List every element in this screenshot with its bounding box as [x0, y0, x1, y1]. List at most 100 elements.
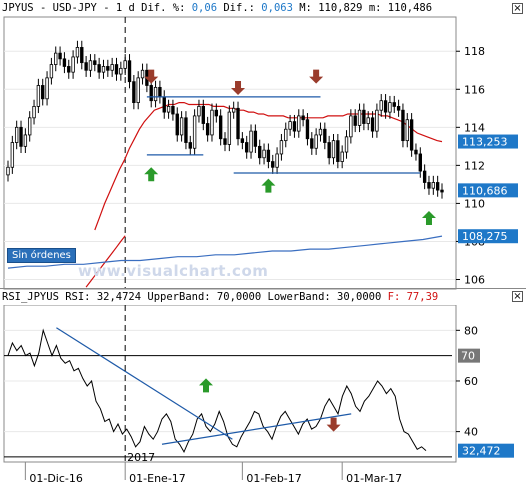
candle-body [227, 111, 232, 145]
candle-body [388, 102, 392, 113]
candle-body [362, 109, 366, 124]
candle-body [93, 60, 97, 65]
candle-body [231, 107, 236, 113]
candle-body [435, 182, 440, 191]
candle-body [331, 140, 336, 159]
max-value: 110,829 [318, 2, 363, 14]
price-label-text: 113,253 [462, 136, 508, 149]
price-tick-label: 112 [464, 159, 485, 172]
candle-body [149, 85, 153, 102]
candle-body [71, 56, 75, 73]
separator: - [39, 2, 53, 14]
candle-body [422, 170, 427, 183]
price-last-labels: 113,253 110,686 108,275 [458, 134, 518, 244]
max-label: M: [299, 2, 312, 14]
rsi-tick-label: 80 [464, 324, 478, 337]
candle-body [75, 47, 80, 58]
candle-body [205, 123, 210, 136]
candle-body [262, 149, 266, 159]
rsi-last-label-text: 32,472 [462, 445, 501, 458]
candle-body [431, 182, 436, 189]
moving-average-line [7, 235, 443, 269]
x-axis: 01-Dic-16 01-Ene-17 01-Feb-17 01-Mar-17 2017 [4, 305, 456, 485]
candle-body [6, 166, 10, 176]
rsi-tick-label: 60 [464, 375, 478, 388]
candle-body [396, 105, 401, 111]
rsi-chart[interactable]: 40 60 80 70 32,472 01-Dic-16 01-Ene-17 01-Feb-… [0, 305, 526, 487]
candle-body [349, 115, 353, 138]
rsi-panel-header: RSI_JPYUS RSI: 32,4724 UpperBand: 70,000… [0, 288, 526, 305]
candle-body [153, 86, 158, 102]
candle-body [318, 128, 323, 136]
candle-body [253, 130, 258, 147]
arrow-up-icon [199, 378, 213, 393]
candle-body [301, 115, 305, 121]
candle-body [258, 145, 262, 159]
price-tick-label: 106 [464, 273, 485, 286]
rsi-f-label: F: [387, 291, 401, 303]
candle-body [414, 149, 418, 155]
candle-body [357, 109, 362, 126]
candle-body [310, 138, 314, 149]
candle-body [106, 66, 110, 71]
candle-body [292, 121, 297, 132]
candle-body [440, 189, 444, 193]
candle-body [240, 138, 245, 143]
price-panel-header: JPYUS - USD-JPY - 1 d Dif. %: 0,06 Dif.:… [0, 0, 526, 17]
candle-body [266, 149, 271, 162]
dif-pct-label: Dif. %: [141, 2, 186, 14]
rsi-panel-close-button[interactable]: × [512, 291, 523, 302]
x-tick-label: 01-Ene-17 [129, 472, 186, 485]
candle-body [123, 60, 127, 69]
rsi-band-label-text: 70 [461, 350, 475, 363]
rsi-plot-area [3, 305, 457, 463]
candle-body [23, 134, 28, 147]
sin-ordenes-badge[interactable]: Sin órdenes [7, 248, 76, 263]
price-annotations [144, 69, 436, 226]
rsi-f-value: 77,39 [406, 291, 439, 303]
candle-body [179, 117, 184, 136]
price-panel-close-button[interactable]: × [512, 3, 523, 14]
candle-body [297, 115, 301, 132]
candle-body [49, 64, 54, 79]
rsi-grid [4, 329, 456, 458]
candle-body [340, 151, 344, 162]
candle-body [101, 66, 106, 73]
candle-body [171, 105, 175, 115]
year-label: 2017 [127, 451, 155, 464]
x-tick-label: 01-Mar-17 [346, 472, 402, 485]
candle-body [36, 85, 41, 107]
candle-body [158, 86, 162, 98]
arrow-down-icon [231, 80, 246, 95]
arrow-up-icon [144, 167, 159, 182]
price-label-box [458, 134, 518, 149]
candle-body [88, 60, 93, 71]
rsi-annotations [56, 327, 352, 445]
rsi-trendline [161, 413, 352, 445]
candle-body [214, 109, 219, 117]
rsi-header-text: RSI_JPYUS RSI: 32,4724 UpperBand: 70,000… [2, 291, 382, 303]
candle-body [409, 119, 414, 151]
price-tick-label: 116 [464, 83, 485, 96]
price-moving-averages [7, 101, 443, 288]
price-chart[interactable]: 106108110112114116118 113,253110,686108,… [0, 14, 526, 290]
candle-body [10, 142, 15, 168]
dif-label: Dif.: [223, 2, 255, 14]
arrow-down-icon [144, 69, 159, 84]
candle-body [28, 117, 32, 136]
candle-body [401, 109, 405, 142]
rsi-series-line [7, 328, 427, 454]
rsi-last-label-box [458, 443, 514, 458]
arrow-up-icon [261, 178, 276, 193]
candle-body [284, 128, 288, 142]
candle-body [405, 119, 409, 142]
candle-body [236, 107, 240, 140]
candle-body [140, 69, 145, 79]
price-candles [6, 40, 444, 199]
symbol-code: JPYUS [2, 2, 34, 14]
price-y-axis: 106108110112114116118 [455, 17, 485, 289]
candle-body [175, 113, 179, 136]
rsi-tick-label: 40 [464, 426, 478, 439]
price-tick-label: 110 [464, 197, 485, 210]
candle-body [201, 105, 205, 124]
